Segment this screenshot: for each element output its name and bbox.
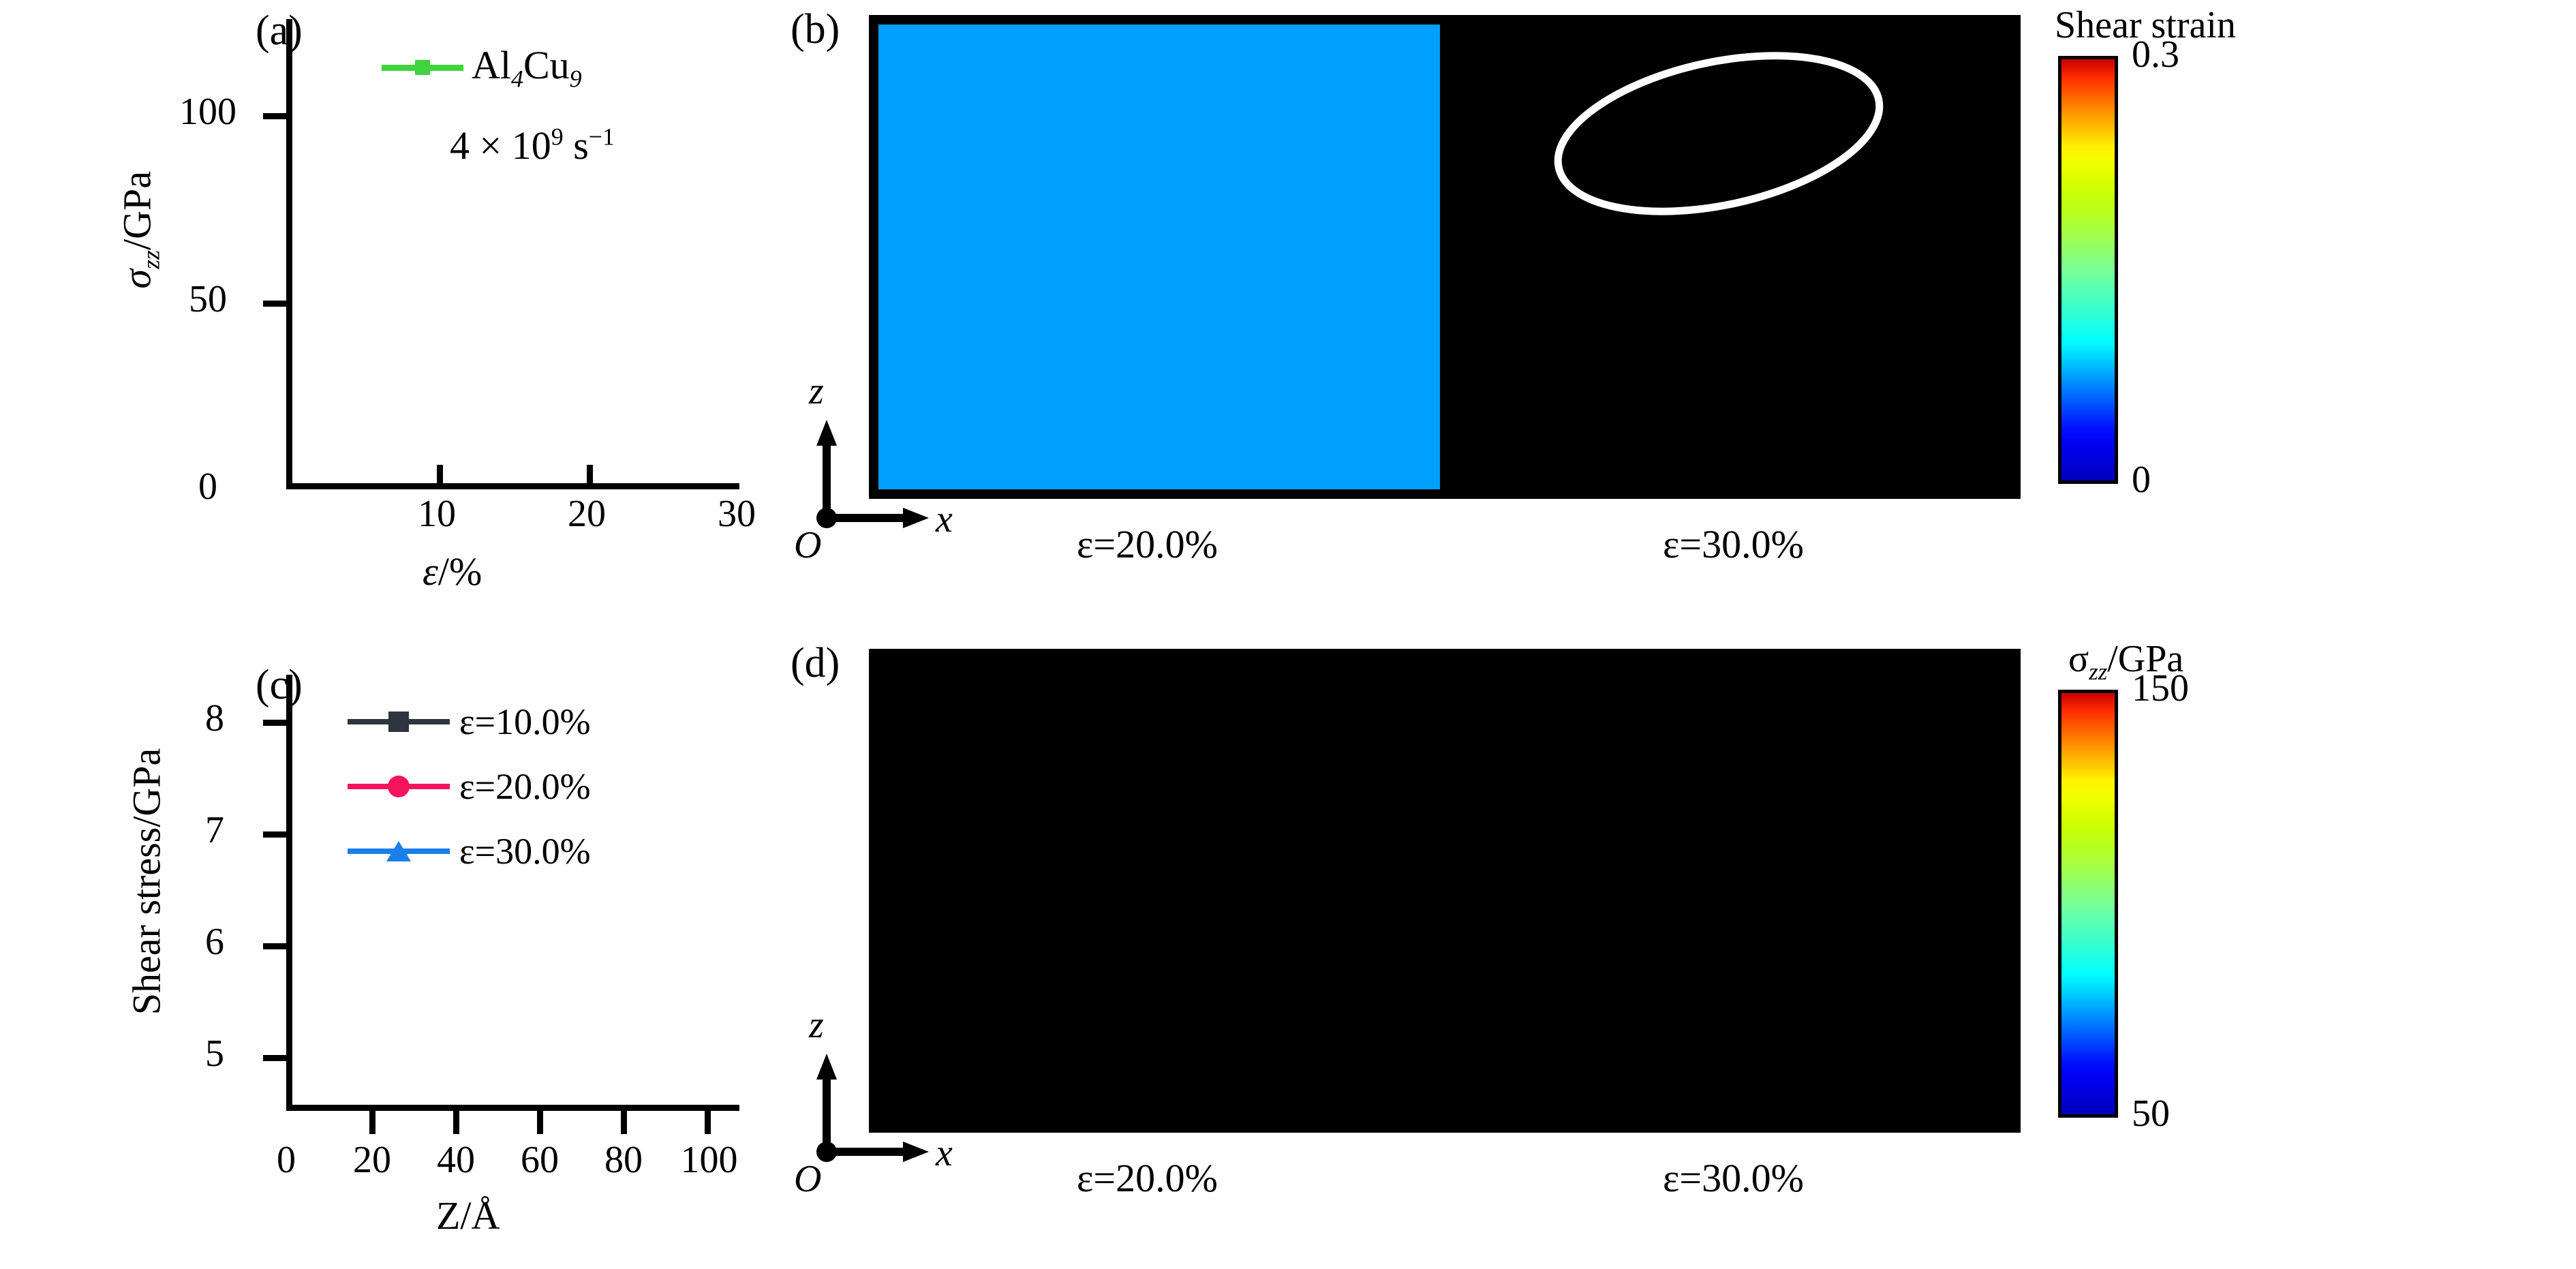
panel-c-xticklabel-60: 60 bbox=[521, 1139, 559, 1181]
panel-b-right-strain-label: ε=30.0% bbox=[1663, 522, 1804, 566]
panel-c-legend-item-0: ε=10.0% bbox=[348, 701, 591, 743]
panel-c-xtick-80 bbox=[621, 1111, 627, 1134]
axis-x-label: x bbox=[936, 498, 953, 540]
panel-a-legend-item: Al4Cu9 bbox=[382, 42, 582, 93]
panel-c-xtick-60 bbox=[537, 1111, 543, 1134]
panel-c-xticklabel-0: 0 bbox=[277, 1139, 296, 1181]
axis-z-label: z bbox=[809, 370, 824, 412]
panel-a-ytick-50 bbox=[263, 301, 286, 307]
panel-a-xlabel: ε/% bbox=[423, 549, 482, 594]
panel-a-ytick-100 bbox=[263, 113, 286, 119]
axis-z-label: z bbox=[809, 1004, 824, 1046]
panel-c-legend-item-2: ε=30.0% bbox=[348, 830, 591, 872]
panel-d-snapshot-left bbox=[878, 658, 1440, 1123]
panel-c-xtick-20 bbox=[369, 1111, 375, 1134]
shear-band-ellipse-annotation bbox=[1554, 52, 1884, 215]
atom-render-canvas bbox=[878, 25, 1440, 489]
panel-a-xtick-20 bbox=[587, 465, 593, 488]
panel-c-yticklabel-8: 8 bbox=[205, 697, 224, 739]
panel-a-letter: (a) bbox=[256, 7, 303, 54]
axis-origin-label: O bbox=[794, 1158, 822, 1200]
axis-arrows-icon bbox=[816, 1054, 929, 1162]
panel-c-ytick-6 bbox=[263, 943, 286, 949]
panel-a-ylabel: σzz/GPa bbox=[114, 171, 165, 289]
legend-line-swatch bbox=[382, 60, 463, 76]
panel-c-xticklabel-80: 80 bbox=[604, 1139, 643, 1181]
panel-b: (b) O z x bbox=[791, 0, 2236, 613]
panel-c-xtick-40 bbox=[453, 1111, 459, 1134]
panel-c-xlabel: Z/Å bbox=[436, 1193, 500, 1238]
panel-d-right-strain-label: ε=30.0% bbox=[1663, 1156, 1804, 1200]
legend-label: ε=30.0% bbox=[459, 831, 591, 872]
panel-c-xticklabel-20: 20 bbox=[353, 1139, 391, 1181]
panel-d-snapshot-frame bbox=[869, 649, 2021, 1133]
panel-c-xtick-100 bbox=[705, 1111, 711, 1134]
panel-c-yticklabel-5: 5 bbox=[205, 1033, 224, 1075]
panel-d-colorbar-title: σzz/GPa bbox=[2068, 638, 2184, 686]
panel-c-ytick-7 bbox=[263, 831, 286, 838]
panel-c-xticklabel-40: 40 bbox=[437, 1139, 475, 1181]
atom-render-canvas bbox=[1450, 658, 2011, 1123]
panel-c-ylabel: Shear stress/GPa bbox=[124, 748, 169, 1015]
panel-a-yticklabel-50: 50 bbox=[189, 278, 227, 320]
panel-a-yticklabel-100: 100 bbox=[179, 91, 236, 133]
atom-render-canvas bbox=[1450, 25, 2011, 489]
panel-c: (c) ε=10.0% ε=20.0% ε=30.0% 8 7 6 5 0 20 bbox=[0, 634, 791, 1247]
panel-d-snapshot-right bbox=[1450, 658, 2011, 1123]
panel-c-plot-area bbox=[286, 675, 739, 1111]
panel-a-plot-area bbox=[286, 19, 739, 489]
axis-origin-label: O bbox=[794, 524, 822, 566]
panel-c-yticklabel-7: 7 bbox=[205, 809, 224, 851]
panel-b-colorbar-title: Shear strain bbox=[2055, 4, 2236, 46]
panel-d-colorbar-max-label: 150 bbox=[2132, 667, 2189, 709]
panel-a: (a) Al4Cu9 4 × 109 s−1 100 50 0 10 20 30… bbox=[0, 0, 791, 613]
panel-d-colorbar bbox=[2058, 690, 2118, 1118]
legend-label: ε=20.0% bbox=[459, 766, 591, 807]
legend-line-swatch bbox=[348, 712, 450, 732]
panel-c-legend-item-1: ε=20.0% bbox=[348, 765, 591, 808]
legend-line-swatch bbox=[348, 776, 450, 797]
panel-a-strain-rate-annotation: 4 × 109 s−1 bbox=[450, 123, 615, 168]
panel-c-ytick-5 bbox=[263, 1055, 286, 1061]
panel-a-xticklabel-20: 20 bbox=[568, 493, 606, 535]
axis-arrows-icon bbox=[816, 420, 929, 528]
panel-d-letter: (d) bbox=[791, 640, 840, 686]
panel-c-yticklabel-6: 6 bbox=[205, 921, 224, 963]
panel-b-letter: (b) bbox=[791, 6, 840, 52]
panel-a-yticklabel-0: 0 bbox=[198, 465, 217, 508]
panel-d-left-strain-label: ε=20.0% bbox=[1077, 1156, 1218, 1200]
panel-c-letter: (c) bbox=[256, 662, 303, 708]
panel-b-snapshot-right bbox=[1450, 25, 2011, 489]
panel-a-xticklabel-10: 10 bbox=[418, 493, 456, 535]
panel-b-colorbar-min-label: 0 bbox=[2132, 459, 2151, 501]
panel-a-xticklabel-30: 30 bbox=[718, 493, 756, 535]
panel-b-snapshot-frame bbox=[869, 15, 2021, 499]
panel-b-axis-indicator: O z x bbox=[794, 370, 992, 566]
panel-c-xticklabel-100: 100 bbox=[680, 1139, 738, 1181]
atom-render-canvas bbox=[878, 658, 1440, 1123]
panel-b-colorbar bbox=[2058, 56, 2118, 484]
panel-a-xtick-10 bbox=[437, 465, 443, 488]
legend-line-swatch bbox=[348, 841, 450, 861]
panel-d: (d) O z x ε=20.0% ε=30.0% σzz/GPa bbox=[791, 634, 2189, 1247]
panel-b-snapshot-left bbox=[878, 25, 1440, 489]
panel-d-colorbar-min-label: 50 bbox=[2132, 1092, 2170, 1135]
legend-label: ε=10.0% bbox=[459, 701, 591, 742]
panel-c-ytick-8 bbox=[263, 720, 286, 726]
axis-x-label: x bbox=[936, 1132, 953, 1174]
panel-b-colorbar-max-label: 0.3 bbox=[2132, 33, 2179, 76]
legend-label-al4cu9: Al4Cu9 bbox=[472, 43, 582, 93]
panel-b-left-strain-label: ε=20.0% bbox=[1077, 522, 1218, 566]
panel-d-axis-indicator: O z x bbox=[794, 1004, 992, 1200]
